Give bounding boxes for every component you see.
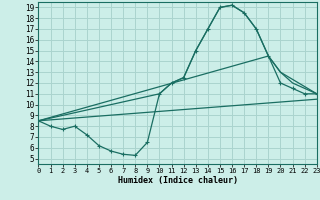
X-axis label: Humidex (Indice chaleur): Humidex (Indice chaleur) [118, 176, 238, 185]
